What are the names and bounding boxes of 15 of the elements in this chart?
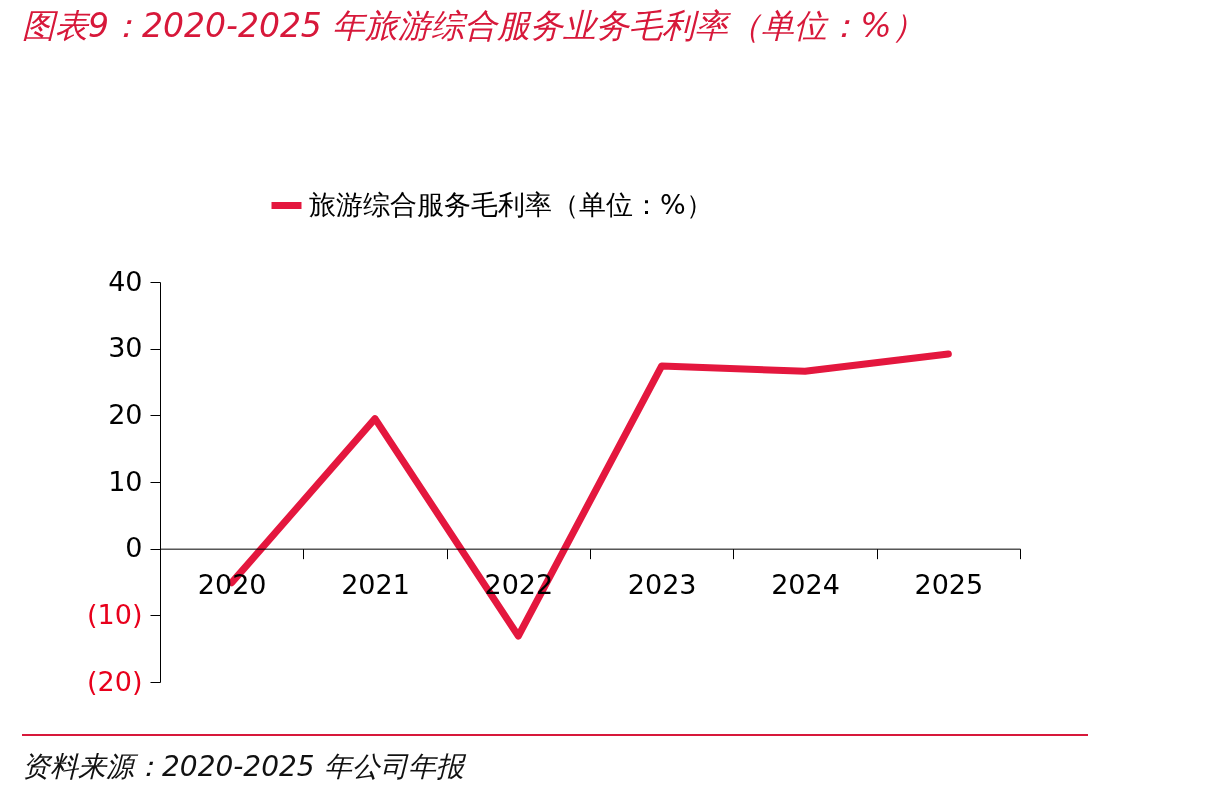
y-tick-label: 40 [108,265,143,297]
text: 资料来源：2020-2025 年公司年报 [22,749,464,785]
y-tick-label: 20 [108,398,143,430]
y-tick-label: 10 [108,465,143,497]
y-tick-label: 30 [108,332,143,364]
y-tick-label: (20) [87,665,143,697]
legend-label: 旅游综合服务毛利率（单位：%） [309,188,713,220]
y-tick-label: 0 [125,532,143,564]
x-tick-label: 2024 [771,569,840,601]
x-tick-label: 2025 [914,569,984,601]
y-tick-label: (10) [87,598,143,630]
x-tick-label: 2021 [341,569,410,601]
x-tick-label: 2020 [197,569,267,601]
chart-title: 图表9：2020-2025 年旅游综合服务业务毛利率（单位：%） [22,5,925,47]
x-tick-label: 2023 [627,569,697,601]
